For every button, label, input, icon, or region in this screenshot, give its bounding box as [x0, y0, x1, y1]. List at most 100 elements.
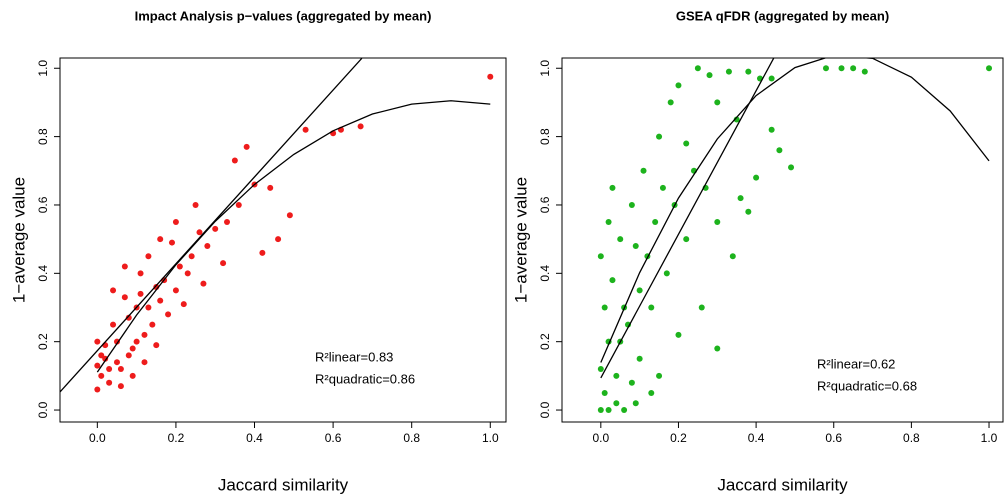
x-tick-label: 0.6	[325, 431, 342, 445]
point	[137, 270, 144, 277]
point	[267, 184, 274, 191]
point	[714, 219, 721, 226]
point	[656, 372, 663, 379]
x-axis-label: Jaccard similarity	[218, 475, 349, 494]
fit-line	[60, 58, 363, 393]
point	[601, 304, 608, 311]
point	[98, 352, 105, 359]
point	[714, 99, 721, 106]
point	[235, 201, 242, 208]
point	[125, 314, 132, 321]
point	[286, 212, 293, 219]
y-tick-label: 0.0	[538, 401, 552, 418]
point	[698, 304, 705, 311]
y-tick-label: 0.6	[36, 196, 50, 213]
point	[729, 253, 736, 260]
point	[176, 263, 183, 270]
plot-area	[60, 58, 494, 393]
point	[683, 140, 690, 147]
point	[652, 219, 659, 226]
point	[656, 133, 663, 140]
point	[117, 366, 124, 373]
point	[768, 126, 775, 133]
x-tick-label: 0.2	[670, 431, 687, 445]
point	[776, 147, 783, 154]
point	[180, 301, 187, 308]
point	[597, 253, 604, 260]
point	[243, 143, 250, 150]
x-tick-label: 0.8	[403, 431, 420, 445]
point	[636, 355, 643, 362]
point	[102, 355, 109, 362]
y-axis-label: 1−average value	[9, 177, 28, 303]
y-tick-label: 0.4	[36, 265, 50, 282]
point	[714, 345, 721, 352]
annotation: R²linear=0.83	[315, 349, 393, 364]
annotation: R²quadratic=0.68	[817, 378, 917, 393]
point	[636, 287, 643, 294]
y-tick-label: 0.0	[36, 401, 50, 418]
point	[675, 331, 682, 338]
point	[157, 236, 164, 243]
point	[613, 400, 620, 407]
point	[597, 366, 604, 373]
point	[94, 362, 101, 369]
point	[613, 372, 620, 379]
point	[145, 253, 152, 260]
point	[640, 167, 647, 174]
point	[838, 65, 845, 72]
x-tick-label: 0.4	[246, 431, 263, 445]
point	[224, 219, 231, 226]
point	[168, 239, 175, 246]
point	[149, 321, 156, 328]
point	[861, 68, 868, 75]
x-tick-label: 0.0	[592, 431, 609, 445]
point	[601, 389, 608, 396]
x-tick-label: 0.0	[89, 431, 106, 445]
point	[94, 338, 101, 345]
chart-title: Impact Analysis p−values (aggregated by …	[135, 8, 432, 23]
point	[768, 75, 775, 82]
point	[220, 260, 227, 267]
point	[94, 386, 101, 393]
x-tick-label: 0.6	[825, 431, 842, 445]
point	[188, 253, 195, 260]
point	[745, 208, 752, 215]
point	[648, 389, 655, 396]
point	[822, 65, 829, 72]
point	[172, 219, 179, 226]
point	[200, 280, 207, 287]
fit-line	[600, 58, 775, 379]
chart-title: GSEA qFDR (aggregated by mean)	[676, 8, 889, 23]
x-tick-label: 0.2	[168, 431, 185, 445]
point	[737, 195, 744, 202]
point	[113, 338, 120, 345]
point	[663, 270, 670, 277]
point	[788, 164, 795, 171]
point	[204, 242, 211, 249]
x-axis-label: Jaccard similarity	[717, 475, 848, 494]
x-tick-label: 1.0	[981, 431, 998, 445]
point	[706, 72, 713, 79]
annotation: R²quadratic=0.86	[315, 371, 415, 386]
plot-frame	[59, 57, 507, 423]
fit-line	[96, 100, 491, 373]
point	[753, 174, 760, 181]
fit-line	[600, 58, 990, 363]
point	[694, 65, 701, 72]
point	[487, 73, 494, 80]
point	[675, 82, 682, 89]
point	[628, 379, 635, 386]
point	[165, 311, 172, 318]
point	[117, 383, 124, 390]
point	[196, 229, 203, 236]
point	[121, 294, 128, 301]
point	[628, 201, 635, 208]
point	[141, 331, 148, 338]
annotation: R²linear=0.62	[817, 356, 895, 371]
point	[621, 407, 628, 414]
point	[745, 68, 752, 75]
plot-area	[597, 58, 993, 414]
point	[141, 359, 148, 366]
point	[609, 184, 616, 191]
